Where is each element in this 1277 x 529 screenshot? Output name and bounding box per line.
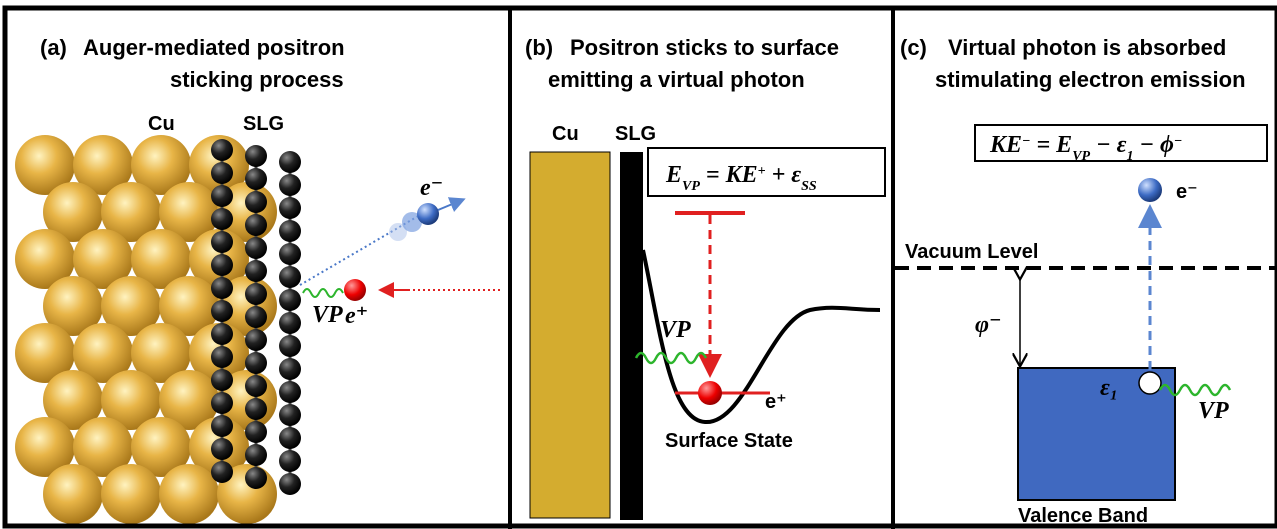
eq-part: = E: [1031, 132, 1073, 158]
title: emitting a virtual photon: [548, 67, 805, 92]
label: Cu: [552, 123, 579, 145]
carbon-atom: [211, 208, 233, 230]
title: Positron sticks to surface: [570, 35, 839, 60]
positron: [344, 279, 366, 301]
eq-part: + ε: [766, 162, 802, 188]
eq-part: − ϕ: [1133, 132, 1174, 158]
carbon-atom: [211, 231, 233, 253]
label: Vacuum Level: [905, 241, 1038, 263]
eq-part: VP: [682, 179, 700, 194]
carbon-atom: [245, 237, 267, 259]
eq-part: −: [1174, 134, 1182, 149]
label: Cu: [148, 113, 175, 135]
copper-atom: [43, 464, 103, 524]
label: SLG: [243, 113, 284, 135]
carbon-atom: [245, 398, 267, 420]
carbon-atom: [245, 329, 267, 351]
electron: [1138, 178, 1162, 202]
label: e⁺: [345, 303, 368, 329]
carbon-atom: [211, 185, 233, 207]
panel-label: (a): [40, 35, 67, 60]
label: e⁺: [765, 391, 787, 413]
label: ε₁: [1100, 375, 1118, 401]
label: VP: [1198, 398, 1229, 424]
carbon-atom: [245, 145, 267, 167]
electron: [417, 203, 439, 225]
carbon-atom: [211, 139, 233, 161]
eq-part: E: [665, 162, 682, 188]
carbon-atom: [279, 243, 301, 265]
carbon-atom: [211, 323, 233, 345]
label: e⁻: [1176, 181, 1198, 203]
carbon-atom: [279, 220, 301, 242]
eq-part: − ε: [1090, 132, 1127, 158]
carbon-atom: [245, 444, 267, 466]
carbon-atom: [279, 427, 301, 449]
carbon-atom: [279, 450, 301, 472]
label: e⁻: [420, 175, 443, 201]
carbon-atom: [279, 381, 301, 403]
carbon-atom: [279, 312, 301, 334]
carbon-atom: [211, 254, 233, 276]
carbon-atom: [211, 415, 233, 437]
eq-part: 1: [1126, 149, 1133, 164]
virtual-photon: [303, 289, 343, 297]
carbon-atom: [245, 191, 267, 213]
atoms: [15, 135, 301, 524]
virtual-photon: [636, 353, 706, 363]
eq-part: = KE: [700, 162, 758, 188]
eq-part: −: [1022, 134, 1030, 149]
title: Virtual photon is absorbed: [948, 35, 1226, 60]
carbon-atom: [211, 300, 233, 322]
panel-label: (c): [900, 35, 927, 60]
title: Auger-mediated positron: [83, 35, 345, 60]
label: φ⁻: [975, 312, 1002, 338]
carbon-atom: [279, 335, 301, 357]
hole: [1139, 372, 1161, 394]
carbon-atom: [279, 174, 301, 196]
carbon-atom: [245, 467, 267, 489]
carbon-atom: [211, 392, 233, 414]
carbon-atom: [245, 168, 267, 190]
eq-part: SS: [801, 179, 817, 194]
arrow: [438, 200, 462, 210]
label: Surface State: [665, 430, 793, 452]
carbon-atom: [211, 438, 233, 460]
carbon-atom: [279, 473, 301, 495]
carbon-atom: [279, 151, 301, 173]
graphene: [620, 152, 643, 520]
panel-label: (b): [525, 35, 553, 60]
copper-atom: [101, 464, 161, 524]
carbon-atom: [279, 197, 301, 219]
carbon-atom: [279, 266, 301, 288]
figure: (a) Auger-mediated positron sticking pro…: [0, 0, 1277, 529]
title: sticking process: [170, 67, 344, 92]
label: Valence Band: [1018, 505, 1148, 527]
label: VP: [312, 302, 343, 328]
carbon-atom: [279, 404, 301, 426]
eq-part: VP: [1072, 149, 1090, 164]
carbon-atom: [211, 277, 233, 299]
carbon-atom: [279, 358, 301, 380]
carbon-atom: [245, 214, 267, 236]
title: stimulating electron emission: [935, 67, 1246, 92]
label: VP: [660, 317, 691, 343]
carbon-atom: [245, 375, 267, 397]
carbon-atom: [211, 346, 233, 368]
eq-part: KE: [989, 132, 1022, 158]
carbon-atom: [245, 260, 267, 282]
carbon-atom: [245, 421, 267, 443]
copper-atom: [159, 464, 219, 524]
carbon-atom: [245, 352, 267, 374]
carbon-atom: [211, 369, 233, 391]
carbon-atom: [211, 461, 233, 483]
carbon-atom: [279, 289, 301, 311]
carbon-atom: [211, 162, 233, 184]
label: SLG: [615, 123, 656, 145]
positron: [698, 381, 722, 405]
carbon-atom: [245, 306, 267, 328]
eq-part: +: [758, 164, 766, 179]
carbon-atom: [245, 283, 267, 305]
copper: [530, 152, 610, 518]
